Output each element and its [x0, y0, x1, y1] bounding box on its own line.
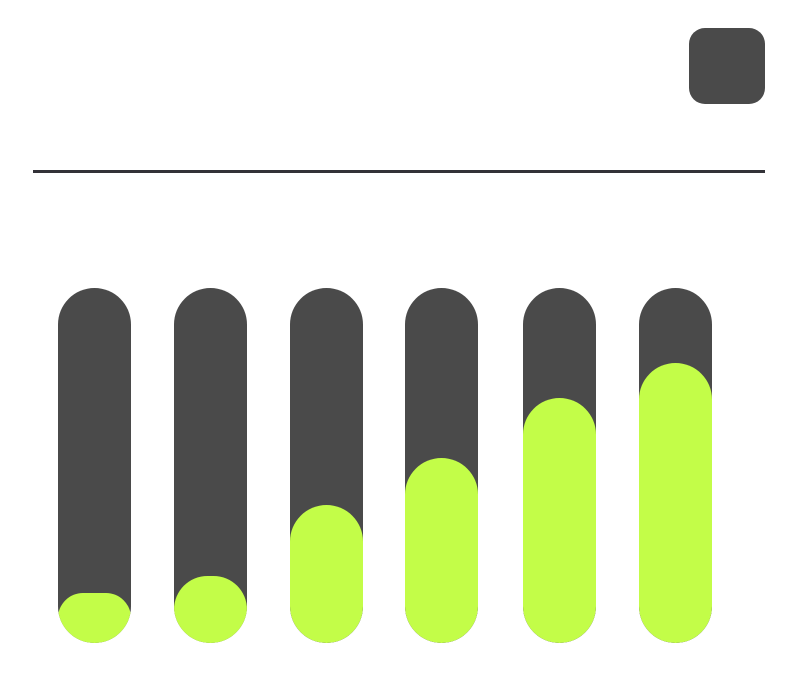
progress-bar-fill — [405, 458, 478, 643]
progress-bar-fill — [523, 398, 596, 643]
progress-bar-6 — [639, 288, 712, 643]
progress-bar-5 — [523, 288, 596, 643]
divider — [33, 170, 765, 173]
progress-bar-fill — [290, 504, 363, 643]
progress-bar-fill — [174, 575, 247, 643]
progress-bar-4 — [405, 288, 478, 643]
progress-bar-fill — [639, 362, 712, 643]
progress-bar-1 — [58, 288, 131, 643]
progress-bar-fill — [58, 593, 131, 643]
progress-bar-2 — [174, 288, 247, 643]
square-button[interactable] — [689, 28, 765, 104]
progress-bar-3 — [290, 288, 363, 643]
